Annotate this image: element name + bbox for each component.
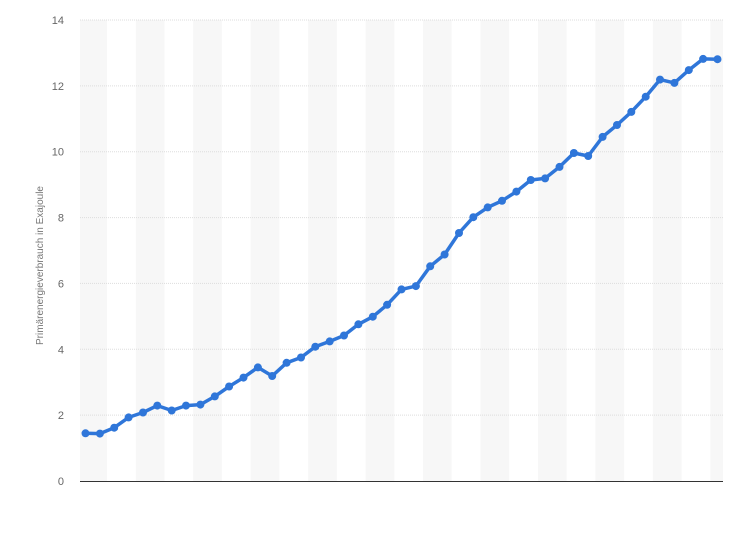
- data-point: [397, 285, 406, 294]
- background-band: [250, 20, 280, 481]
- data-point: [699, 54, 708, 63]
- data-point: [282, 358, 291, 367]
- y-tick-label: 14: [52, 15, 64, 27]
- data-point: [584, 152, 593, 160]
- y-tick-label: 2: [58, 410, 64, 422]
- data-point: [498, 196, 506, 205]
- data-point: [670, 78, 679, 87]
- background-band: [80, 20, 107, 481]
- data-point: [526, 176, 535, 184]
- y-axis-title: Primärenergieverbrauch in Exajoule: [35, 186, 46, 345]
- data-point: [167, 406, 176, 415]
- background-bands: [80, 20, 723, 481]
- data-point: [110, 423, 119, 432]
- data-point: [196, 400, 205, 409]
- data-point: [268, 372, 277, 380]
- background-band: [710, 20, 723, 481]
- background-band: [365, 20, 395, 481]
- data-point: [225, 382, 234, 391]
- data-point: [253, 363, 262, 372]
- background-band: [538, 20, 567, 481]
- data-point: [81, 429, 90, 438]
- data-point: [426, 262, 435, 271]
- data-point: [656, 75, 664, 84]
- background-band: [480, 20, 510, 481]
- y-tick-label: 8: [58, 213, 64, 225]
- data-point: [325, 337, 334, 346]
- data-point: [411, 282, 420, 291]
- data-point: [483, 203, 492, 212]
- background-band: [652, 20, 682, 481]
- y-tick-label: 12: [52, 81, 64, 93]
- data-point: [153, 401, 162, 410]
- data-point: [684, 66, 693, 75]
- data-point: [713, 55, 722, 64]
- data-point: [598, 132, 607, 141]
- data-point: [440, 250, 449, 259]
- data-point: [95, 429, 104, 438]
- data-point: [613, 121, 621, 129]
- data-point: [541, 174, 550, 183]
- data-point: [383, 300, 392, 309]
- background-band: [595, 20, 625, 481]
- data-point: [354, 320, 363, 329]
- y-tick-label: 4: [58, 344, 64, 356]
- y-tick-labels: 0 2 4 6 8 10 12 14: [52, 15, 64, 488]
- data-point: [182, 401, 190, 410]
- data-point: [455, 229, 463, 237]
- data-point: [641, 92, 650, 101]
- background-band: [193, 20, 222, 481]
- data-point: [311, 342, 320, 351]
- data-point: [340, 331, 348, 340]
- data-point: [555, 162, 564, 171]
- data-point: [569, 149, 578, 157]
- data-point: [210, 392, 219, 401]
- data-point: [139, 408, 147, 417]
- y-tick-label: 0: [58, 476, 64, 488]
- y-tick-label: 6: [58, 278, 64, 290]
- data-point: [239, 373, 248, 382]
- data-point: [124, 413, 133, 422]
- data-point: [627, 107, 636, 116]
- data-point: [368, 312, 377, 321]
- data-point: [297, 353, 305, 362]
- background-band: [308, 20, 337, 481]
- data-point: [512, 187, 521, 196]
- y-gridlines: [80, 19, 723, 416]
- data-point: [469, 213, 478, 222]
- series-group: [81, 54, 722, 438]
- y-tick-label: 10: [52, 147, 64, 159]
